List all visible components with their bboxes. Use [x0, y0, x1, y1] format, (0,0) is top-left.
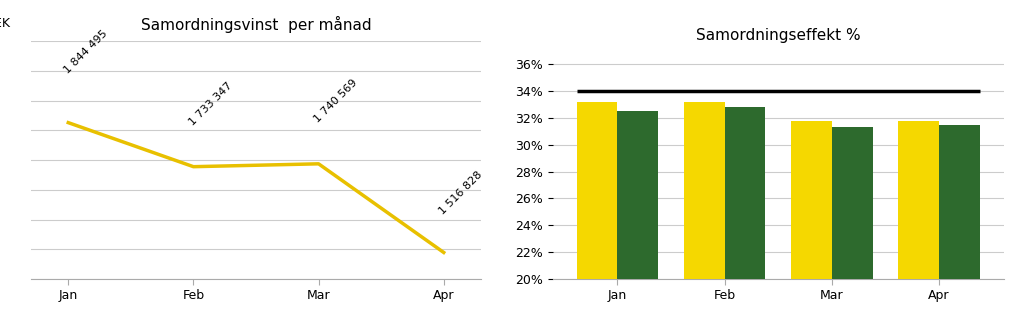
- Bar: [831, 127, 872, 317]
- Bar: [577, 102, 617, 317]
- Bar: [725, 107, 765, 317]
- Title: Samordningseffekt %: Samordningseffekt %: [696, 28, 860, 42]
- Text: 1 516 828: 1 516 828: [437, 170, 484, 217]
- Bar: [898, 120, 939, 317]
- Bar: [939, 125, 980, 317]
- Text: 1 740 569: 1 740 569: [312, 77, 359, 124]
- Bar: [792, 120, 831, 317]
- Text: SEK: SEK: [0, 17, 9, 30]
- Legend: 207, 2016, Helårsmål: 207, 2016, Helårsmål: [647, 314, 909, 317]
- Bar: [684, 102, 725, 317]
- Bar: [617, 111, 658, 317]
- Text: 1 733 347: 1 733 347: [187, 80, 234, 127]
- Text: 1 844 495: 1 844 495: [62, 28, 110, 75]
- Title: Samordningsvinst  per månad: Samordningsvinst per månad: [140, 16, 372, 33]
